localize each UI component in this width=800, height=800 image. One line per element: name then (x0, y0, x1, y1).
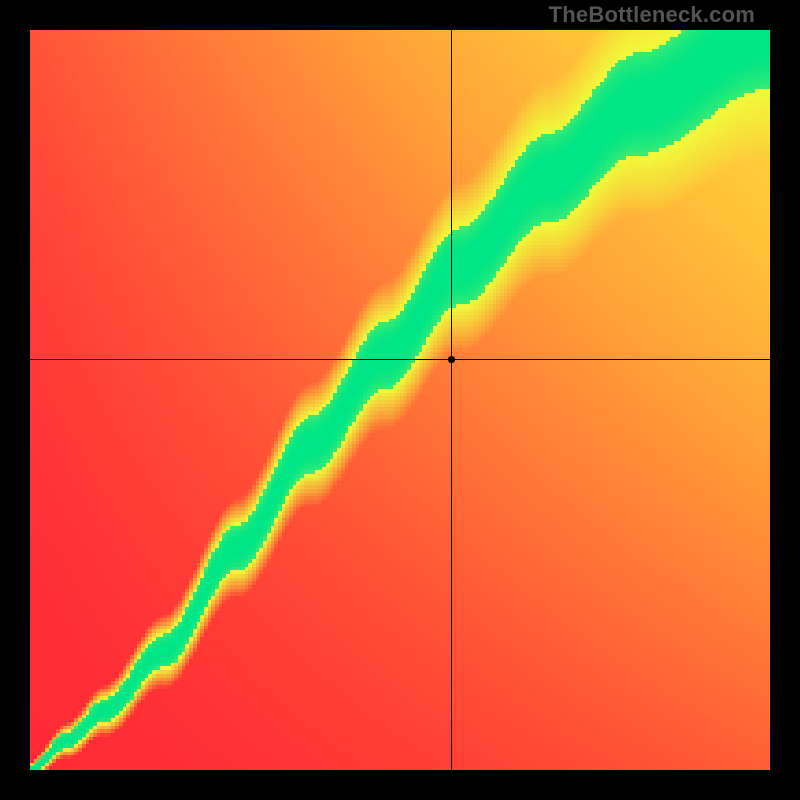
bottleneck-heatmap (0, 0, 800, 800)
heatmap-canvas (0, 0, 800, 800)
watermark-text: TheBottleneck.com (549, 2, 755, 28)
